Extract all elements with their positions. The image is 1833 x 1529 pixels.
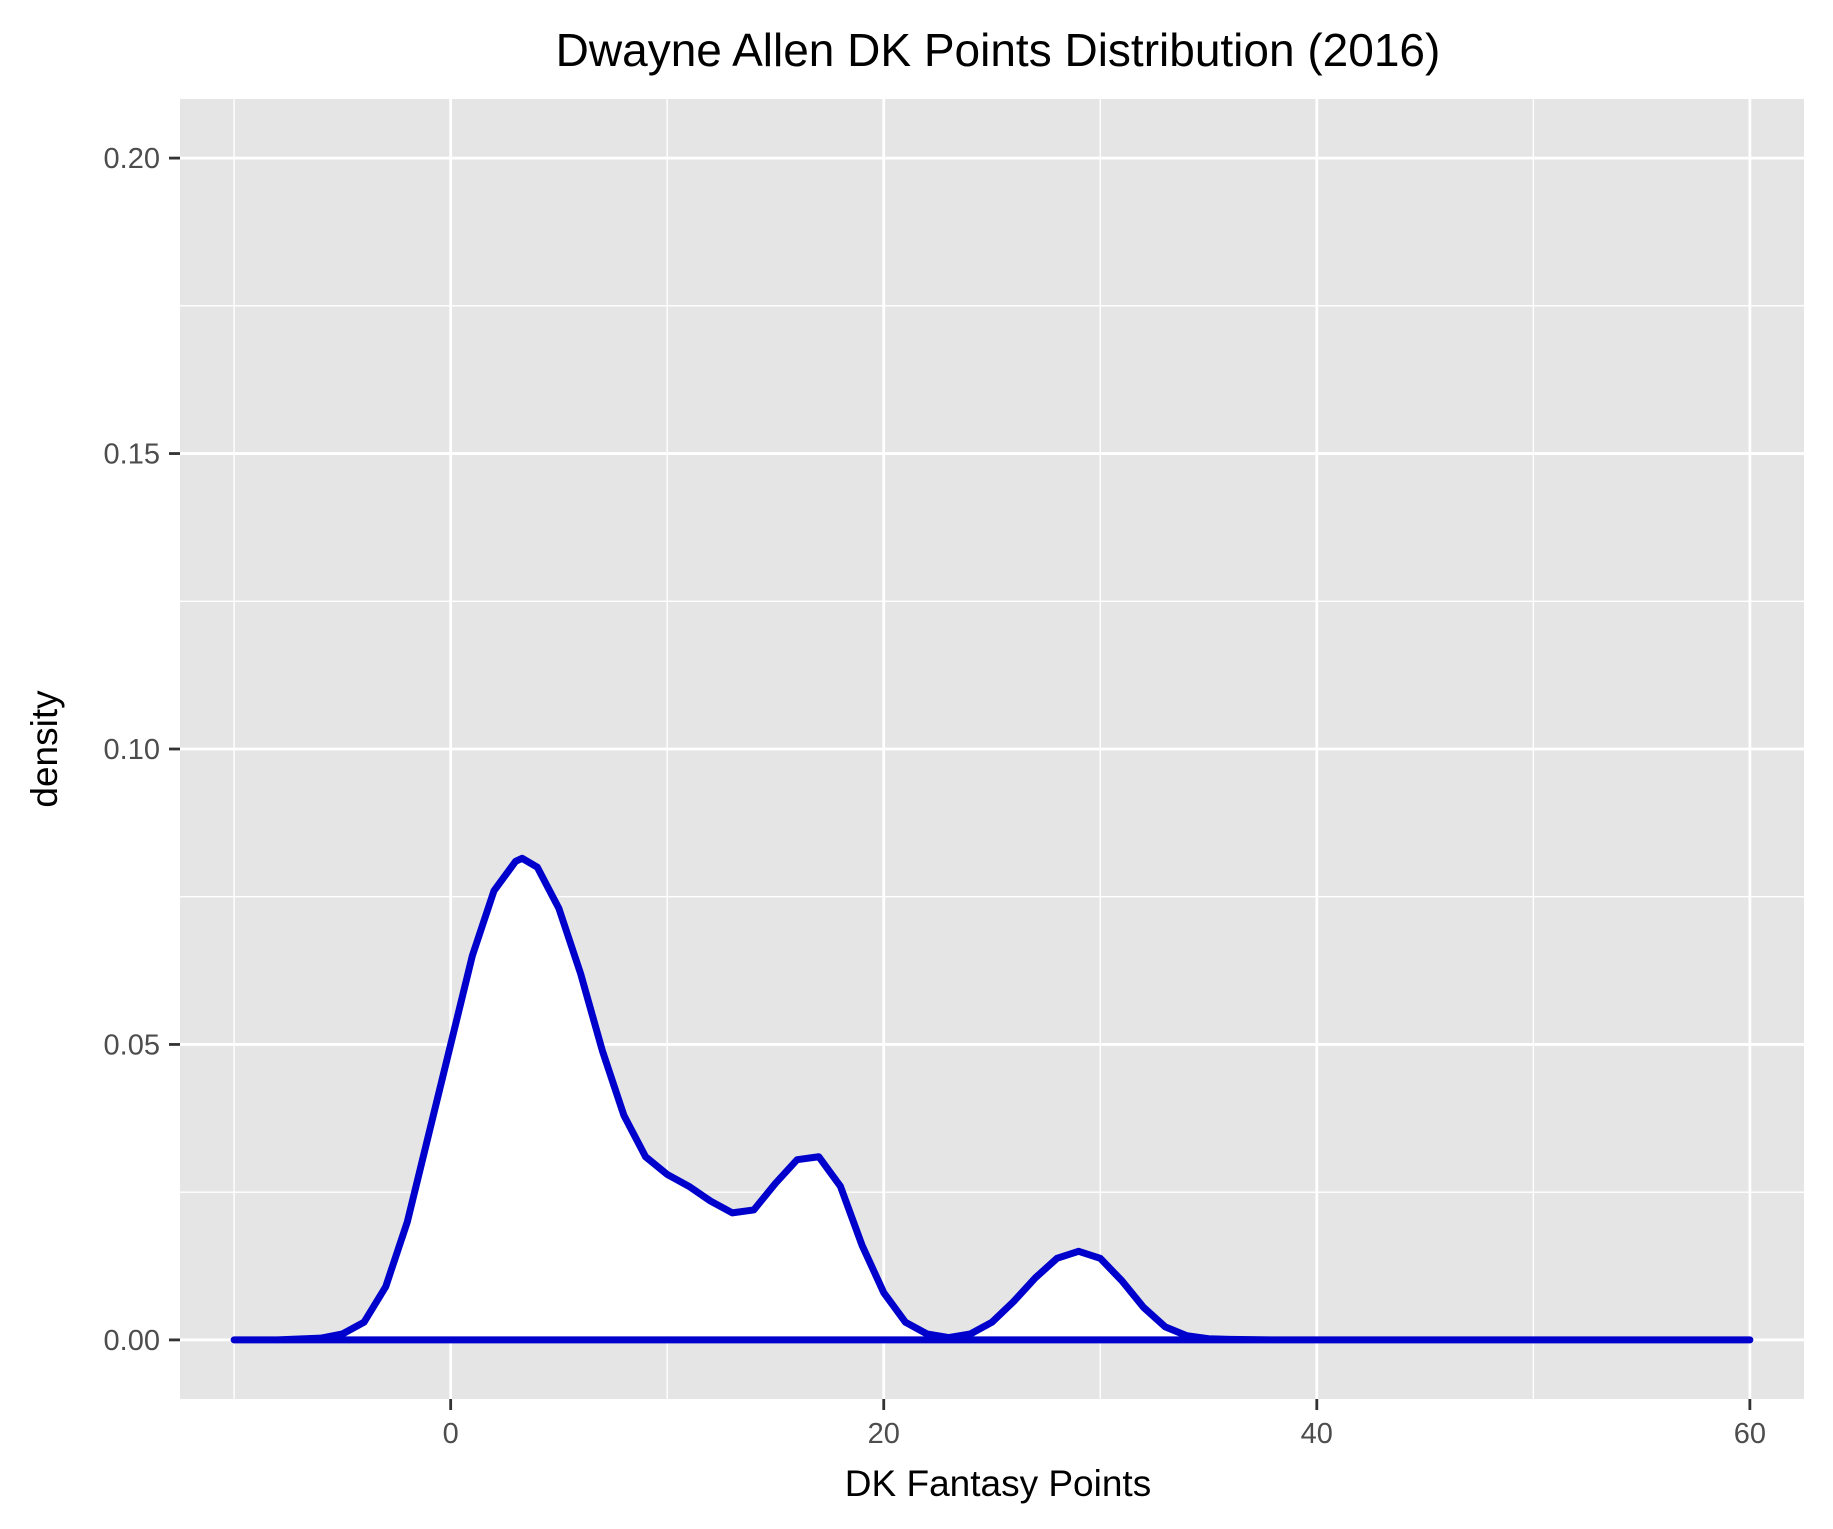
x-tick-label: 20 [868,1418,900,1450]
y-tick-label: 0.05 [104,1029,160,1061]
x-axis: 0 20 40 60 [443,1399,1766,1450]
y-tick-label: 0.15 [104,439,160,471]
y-axis-title: density [24,690,65,808]
x-tick-label: 0 [443,1418,459,1450]
x-axis-title: DK Fantasy Points [845,1463,1151,1504]
x-tick-label: 60 [1734,1418,1766,1450]
series-layer [230,854,1754,1344]
y-tick-label: 0.10 [104,734,160,766]
chart-title: Dwayne Allen DK Points Distribution (201… [556,24,1441,76]
major-gridlines [180,99,1804,1399]
y-tick-label: 0.00 [104,1325,160,1357]
x-tick-label: 40 [1301,1418,1333,1450]
density-curve [230,854,1754,1344]
y-axis: 0.00 0.05 0.10 0.15 0.20 [104,143,180,1357]
y-tick-label: 0.20 [104,143,160,175]
